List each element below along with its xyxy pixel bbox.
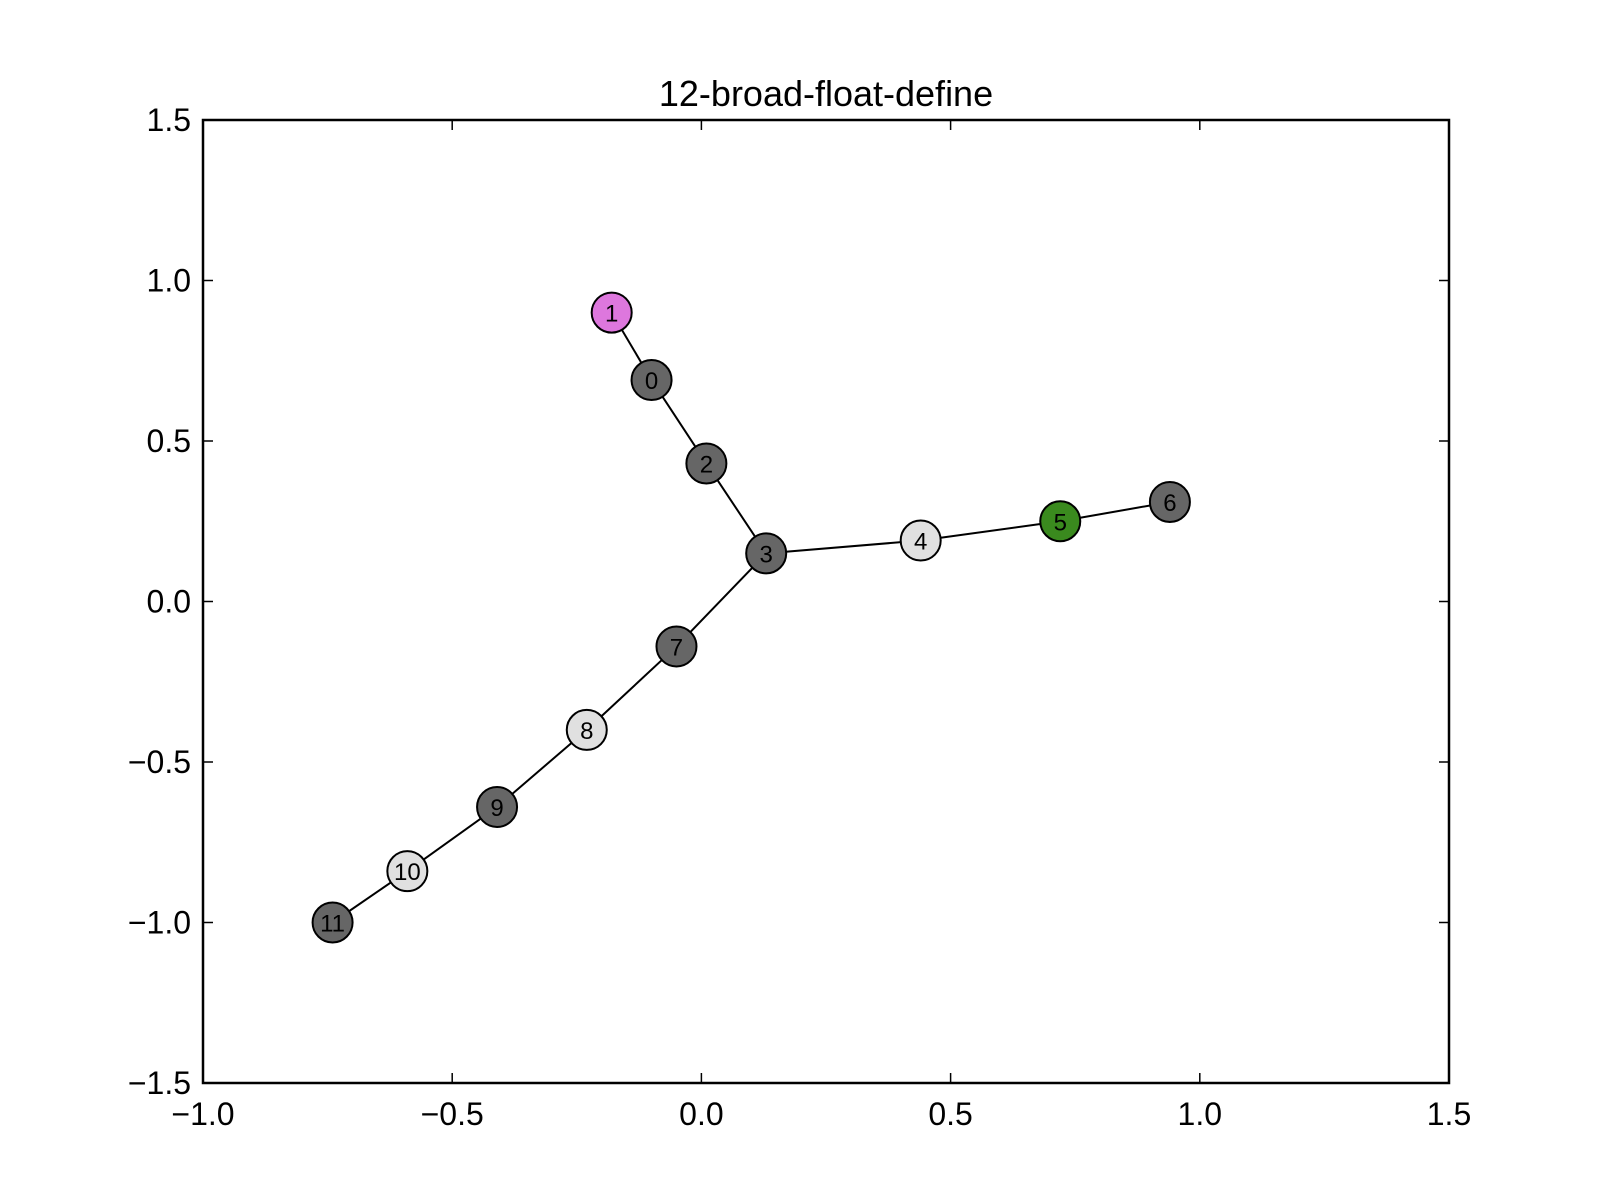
x-tick-label: 0.0 <box>679 1096 723 1132</box>
edge-3-4 <box>766 539 921 555</box>
y-tick-label: 0.0 <box>147 584 191 620</box>
node-layer: 0 1 2 3 4 5 6 7 8 9 10 11 <box>311 291 1191 944</box>
node-circle <box>476 785 519 828</box>
node-label: 11 <box>320 911 345 938</box>
node-circle <box>1039 500 1082 543</box>
node-label: 5 <box>1054 509 1067 536</box>
node-label: 8 <box>580 718 593 745</box>
node-label: 6 <box>1163 490 1176 517</box>
node-label: 1 <box>605 301 618 328</box>
node-5: 5 <box>1039 500 1082 543</box>
node-circle <box>386 850 429 893</box>
node-2: 2 <box>685 442 728 485</box>
node-label: 10 <box>394 859 421 886</box>
node-11: 11 <box>311 901 354 944</box>
node-circle <box>685 442 728 485</box>
node-circle <box>655 625 698 668</box>
plot-frame <box>201 118 1451 1085</box>
node-label: 7 <box>670 634 683 661</box>
node-circle <box>565 708 608 751</box>
node-circle <box>311 901 354 944</box>
node-label: 2 <box>700 451 713 478</box>
node-label: 4 <box>914 529 927 556</box>
y-tick-label: −1.5 <box>128 1065 191 1101</box>
y-tick-label: −0.5 <box>128 744 191 780</box>
node-9: 9 <box>476 785 519 828</box>
node-8: 8 <box>565 708 608 751</box>
node-label: 0 <box>645 368 658 395</box>
node-label: 3 <box>760 541 773 568</box>
y-tick-label: −1.0 <box>128 905 191 941</box>
node-3: 3 <box>745 532 788 575</box>
axes: −1.0 −0.5 0.0 0.5 1.0 1.5−1.5−1.0−0.50.00.51.… <box>128 102 1471 1132</box>
node-circle <box>745 532 788 575</box>
chart-title: 12-broad-float-define <box>659 73 993 114</box>
node-circle <box>630 359 673 402</box>
edge-4-5 <box>920 520 1061 542</box>
y-tick-label: 0.5 <box>147 423 191 459</box>
node-0: 0 <box>630 359 673 402</box>
x-tick-label: 1.0 <box>1178 1096 1222 1132</box>
node-7: 7 <box>655 625 698 668</box>
y-tick-label: 1.0 <box>147 263 191 299</box>
y-tick-label: 1.5 <box>147 102 191 138</box>
x-tick-label: −0.5 <box>421 1096 484 1132</box>
node-circle <box>1148 480 1191 523</box>
x-tick-label: 1.5 <box>1427 1096 1471 1132</box>
node-label: 9 <box>490 795 503 822</box>
node-circle <box>899 519 942 562</box>
x-tick-label: 0.5 <box>928 1096 972 1132</box>
node-circle <box>590 291 633 334</box>
node-4: 4 <box>899 519 942 562</box>
node-6: 6 <box>1148 480 1191 523</box>
x-tick-label: −1.0 <box>171 1096 234 1132</box>
node-10: 10 <box>386 850 429 893</box>
edge-3-7 <box>675 552 767 648</box>
node-1: 1 <box>590 291 633 334</box>
edge-layer <box>332 312 1171 924</box>
